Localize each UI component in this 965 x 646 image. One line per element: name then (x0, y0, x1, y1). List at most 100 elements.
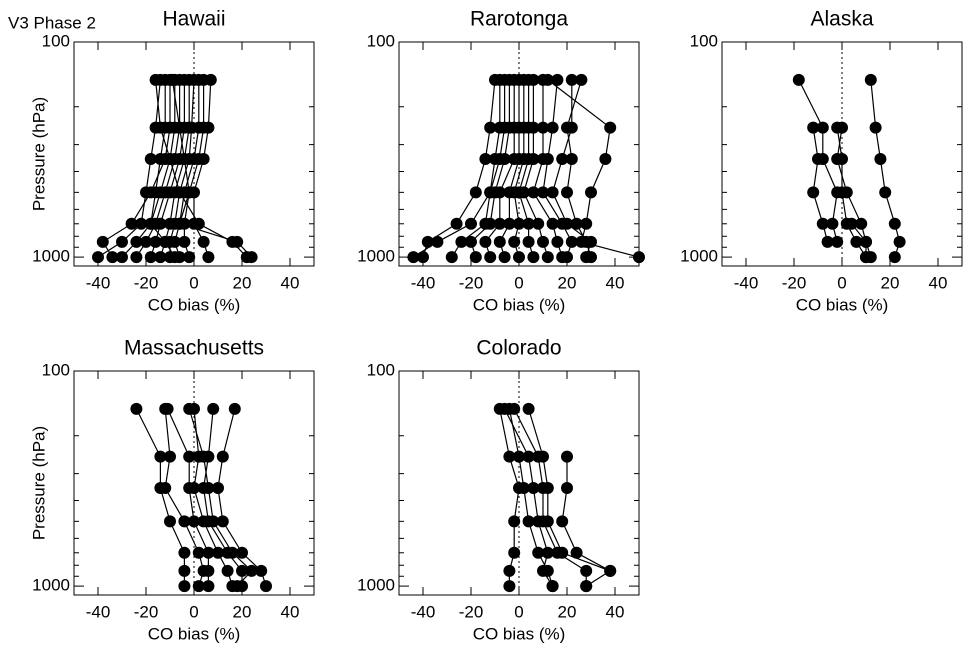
profile-point (154, 450, 167, 463)
profile-point (183, 186, 196, 199)
profile-point (168, 235, 181, 248)
profile-point (202, 482, 215, 495)
profile-point (546, 186, 559, 199)
profile-point (527, 186, 540, 199)
x-tick-label: -40 (86, 273, 111, 292)
profile-point (537, 186, 549, 199)
profile-point (479, 153, 492, 166)
profile-point (503, 450, 516, 463)
profile-point (836, 121, 848, 134)
profile-line (121, 79, 176, 258)
profile-point (561, 121, 573, 134)
y-tick-label: 1000 (680, 247, 718, 266)
profile-point (154, 251, 167, 264)
profile-point (888, 217, 901, 230)
profile-point (192, 217, 205, 230)
profile-line (135, 408, 185, 587)
profile-point (821, 235, 834, 248)
plot-frame (73, 370, 315, 596)
profile-point (161, 402, 174, 415)
profile-point (465, 217, 477, 230)
profile-point (96, 235, 109, 248)
profile-point (164, 153, 176, 166)
profile-point (407, 251, 420, 264)
x-tick-label: -20 (782, 273, 807, 292)
profile-line (523, 79, 549, 258)
profile-point (561, 186, 573, 199)
profile-point (144, 251, 157, 264)
profile-point (532, 515, 545, 528)
profile-point (130, 235, 143, 248)
profile-point (561, 217, 573, 230)
profile-point (807, 186, 820, 199)
profile-point (221, 564, 234, 577)
profile-point (541, 73, 554, 86)
profile-point (469, 251, 482, 264)
profile-point (508, 402, 521, 415)
x-tick-label: 40 (929, 273, 948, 292)
profile-point (125, 217, 138, 230)
profile-point (173, 186, 186, 199)
profile-point (585, 251, 597, 264)
y-tick-label: 100 (367, 360, 395, 379)
profile-point (245, 564, 258, 577)
profile-point (164, 515, 176, 528)
plot-frame (398, 370, 640, 596)
profile-point (527, 153, 540, 166)
profile-point (493, 235, 506, 248)
profile-line (101, 79, 171, 258)
profile-point (236, 546, 248, 559)
profile-point (522, 402, 535, 415)
profile-point (178, 235, 191, 248)
profile-point (580, 564, 593, 577)
profile-line (551, 79, 592, 258)
y-tick-label: 100 (42, 360, 70, 379)
profile-point (255, 564, 268, 577)
profile-line (870, 79, 901, 258)
profile-point (869, 121, 882, 134)
x-tick-label: 0 (514, 602, 523, 621)
profile-point (149, 186, 162, 199)
profile-point (513, 450, 525, 463)
profile-point (484, 251, 497, 264)
profile-point (561, 482, 573, 495)
profile-point (135, 217, 148, 230)
profile-point (212, 546, 224, 559)
x-tick-label: 20 (233, 273, 252, 292)
panel-title: Colorado (476, 337, 561, 360)
profile-point (479, 235, 492, 248)
profile-point (188, 482, 200, 495)
profile-point (551, 73, 564, 86)
x-tick-label: 0 (837, 273, 846, 292)
profile-point (537, 235, 549, 248)
profile-point (202, 580, 215, 593)
x-tick-label: -20 (459, 602, 484, 621)
profile-line (413, 79, 501, 258)
profile-point (417, 251, 429, 264)
profile-point (831, 153, 844, 166)
profile-line (97, 79, 161, 258)
profile-point (116, 251, 128, 264)
profile-point (106, 251, 119, 264)
x-tick-label: -20 (134, 273, 159, 292)
profile-point (860, 251, 872, 264)
profile-point (826, 217, 839, 230)
profile-point (527, 251, 540, 264)
profile-point (493, 217, 506, 230)
profile-point (154, 217, 167, 230)
profile-point (517, 482, 530, 495)
y-tick-label: 1000 (357, 576, 395, 595)
x-tick-label: 20 (881, 273, 900, 292)
profile-point (537, 564, 549, 577)
profile-point (231, 580, 244, 593)
plot-frame (398, 41, 640, 267)
x-tick-label: -40 (411, 273, 436, 292)
profile-point (556, 153, 569, 166)
profile-point (527, 121, 540, 134)
suptitle: V3 Phase 2 (8, 13, 96, 32)
profile-point (503, 564, 516, 577)
profile-point (116, 235, 128, 248)
profile-point (599, 153, 612, 166)
profile-point (816, 217, 829, 230)
